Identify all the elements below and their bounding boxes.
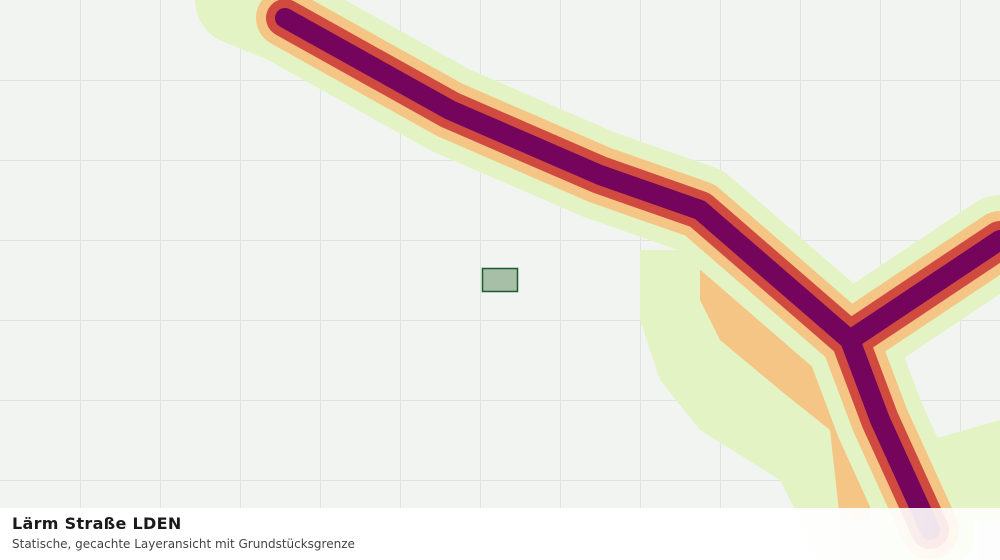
parcel-boundary[interactable] [481, 267, 519, 293]
layer-subtitle: Statische, gecachte Layeransicht mit Gru… [12, 537, 355, 551]
caption-panel: Lärm Straße LDEN Statische, gecachte Lay… [0, 508, 1000, 560]
noise-layer [195, 0, 1000, 560]
layer-title: Lärm Straße LDEN [12, 514, 182, 533]
